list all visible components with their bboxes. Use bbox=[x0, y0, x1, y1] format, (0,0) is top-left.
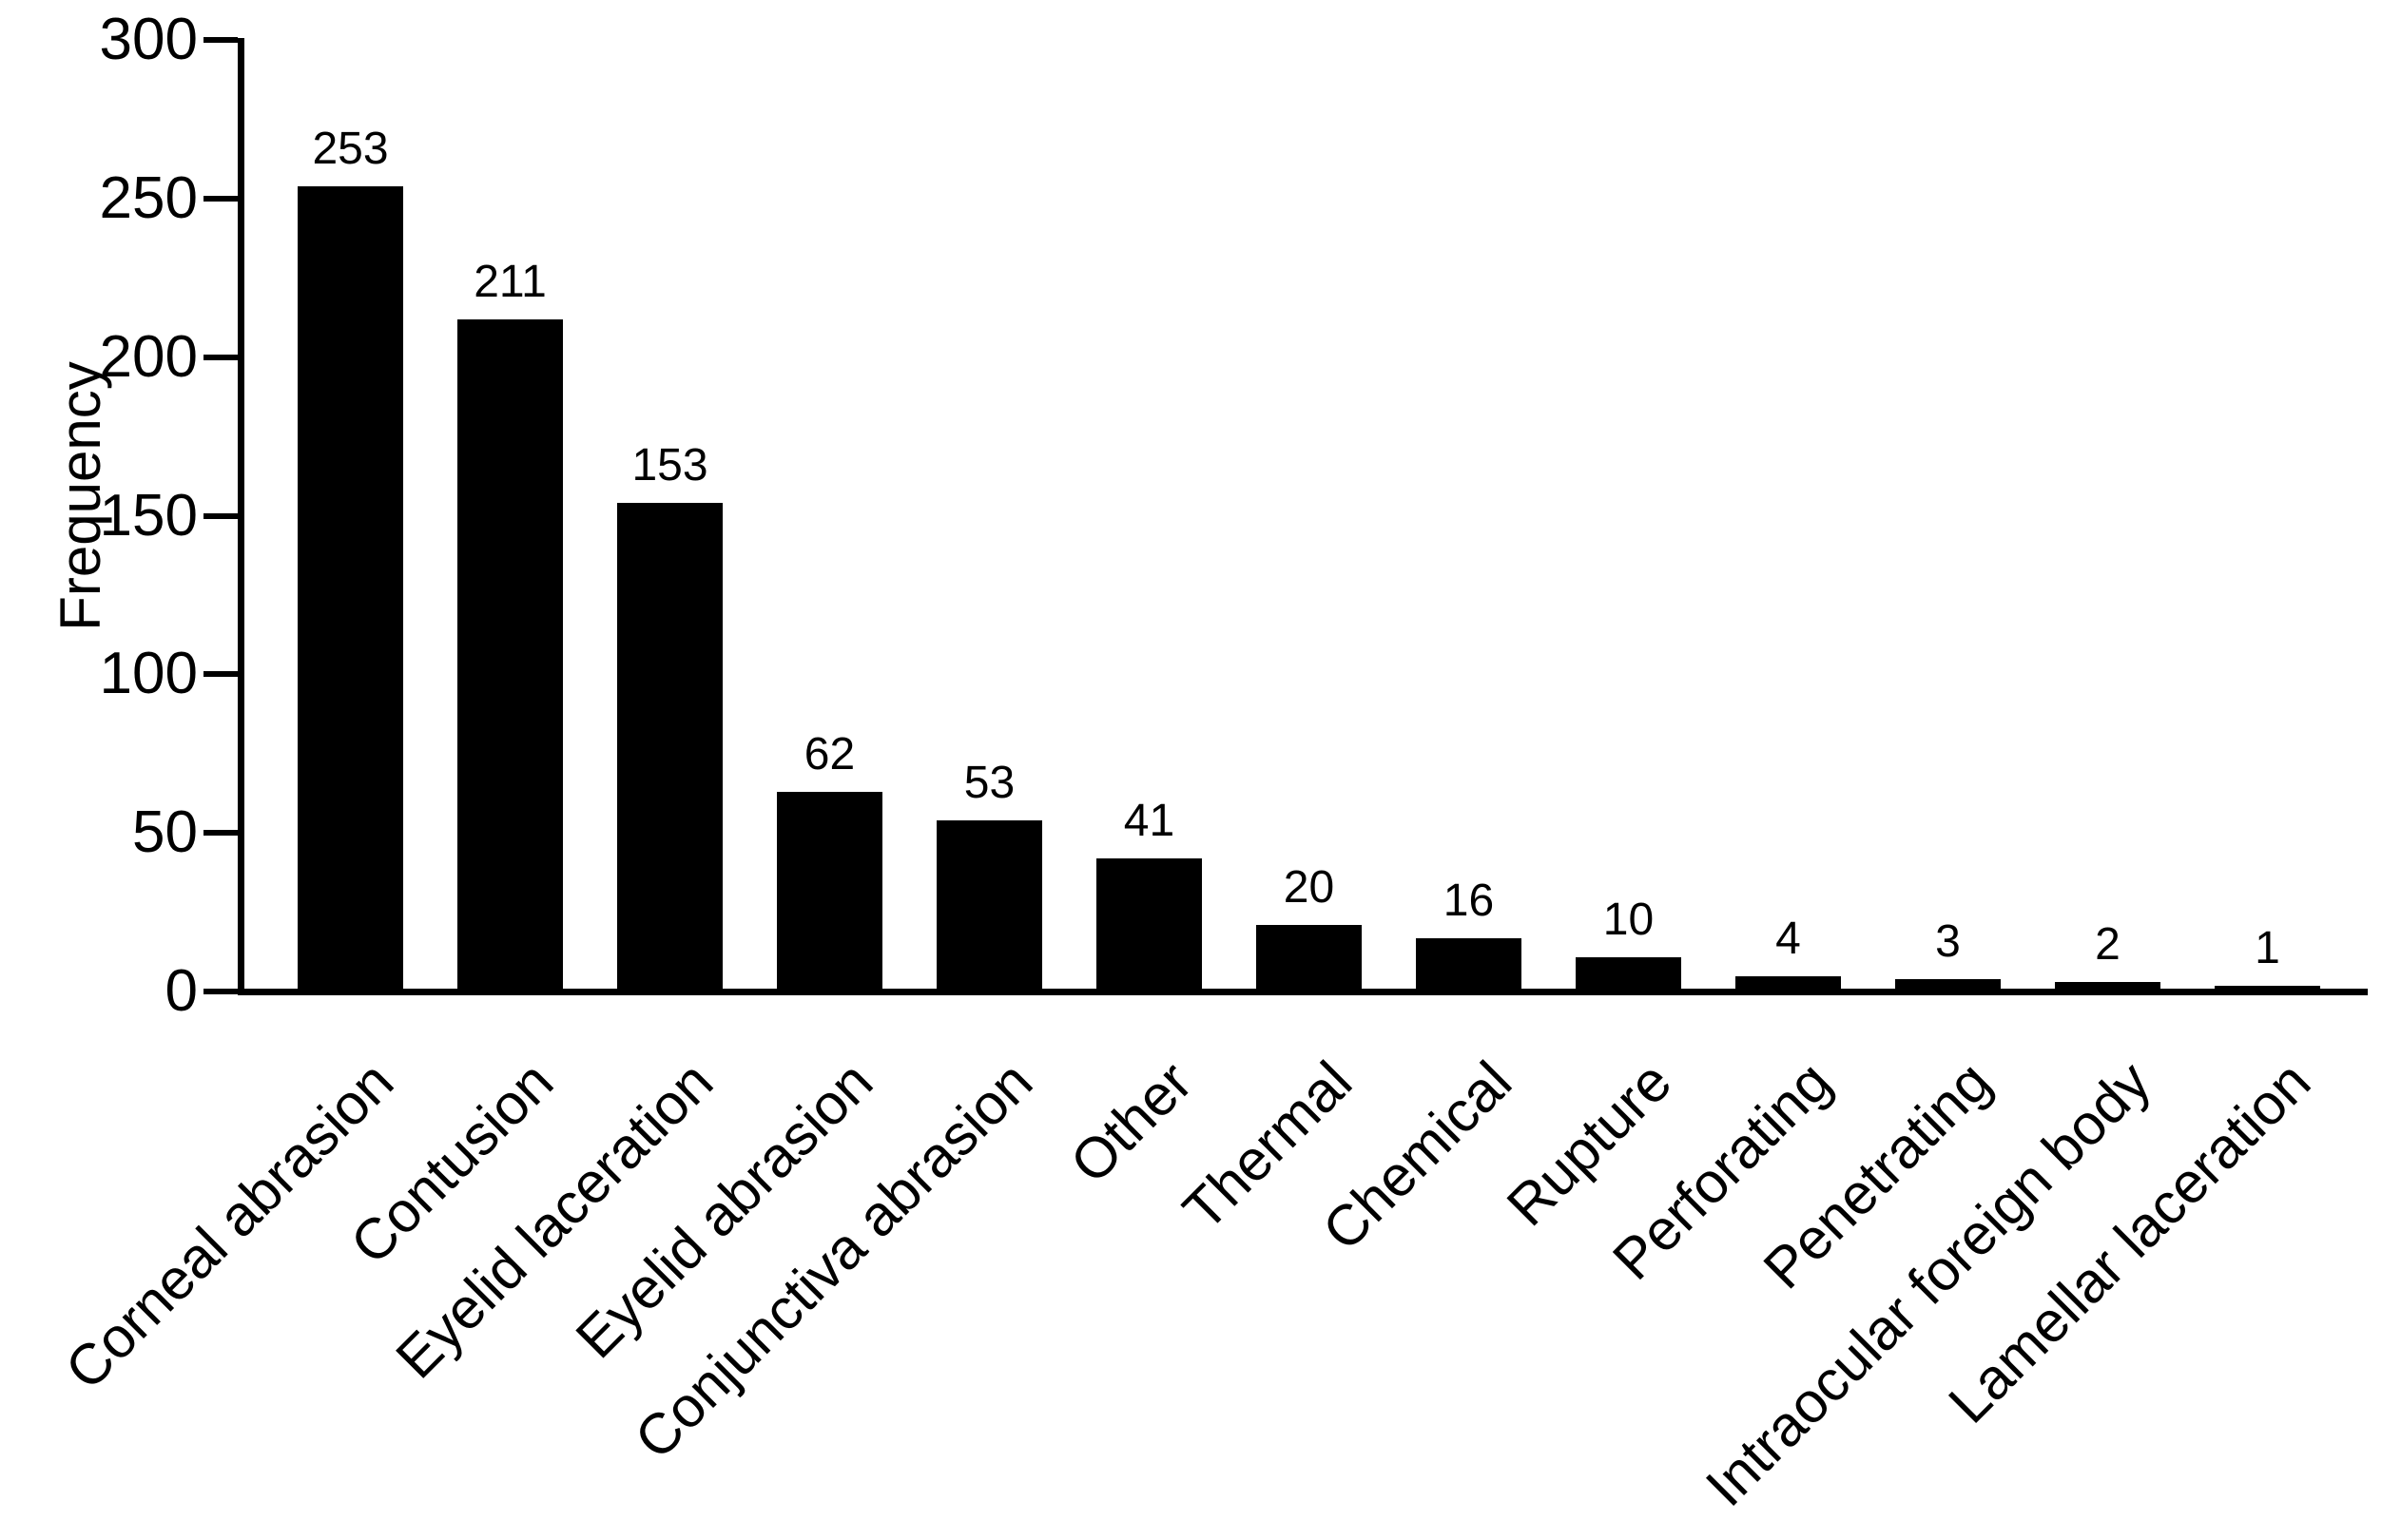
y-tick-label: 250 bbox=[99, 164, 198, 231]
bar-4 bbox=[777, 792, 882, 989]
bar-13 bbox=[2215, 986, 2320, 989]
bar-value-label: 10 bbox=[1602, 895, 1655, 945]
bar-value-label: 16 bbox=[1443, 876, 1495, 926]
bar-value-label: 2 bbox=[2095, 919, 2121, 970]
bar-value-label: 153 bbox=[631, 440, 708, 491]
bar-value-label: 1 bbox=[2255, 923, 2280, 973]
bar-10 bbox=[1735, 976, 1841, 989]
bar-3 bbox=[617, 503, 723, 989]
y-tick-label: 200 bbox=[99, 323, 198, 390]
bar-1 bbox=[298, 186, 403, 989]
y-tick-mark bbox=[203, 989, 238, 994]
y-tick-mark bbox=[203, 830, 238, 837]
x-axis-line bbox=[238, 989, 2368, 995]
y-tick-label: 100 bbox=[99, 641, 198, 707]
bar-9 bbox=[1576, 957, 1681, 989]
y-tick-mark bbox=[203, 354, 238, 360]
bar-6 bbox=[1096, 858, 1202, 989]
y-axis-line bbox=[238, 38, 244, 995]
bar-11 bbox=[1895, 979, 2001, 989]
y-tick-label: 0 bbox=[165, 958, 198, 1024]
y-tick-label: 300 bbox=[99, 7, 198, 72]
bar-value-label: 53 bbox=[963, 758, 1016, 808]
bar-value-label: 62 bbox=[804, 729, 856, 780]
bar-value-label: 20 bbox=[1283, 862, 1335, 913]
y-tick-label: 150 bbox=[99, 482, 198, 549]
y-tick-mark bbox=[203, 671, 238, 678]
y-tick-mark bbox=[203, 195, 238, 202]
bar-value-label: 253 bbox=[312, 124, 389, 174]
y-tick-label: 50 bbox=[132, 799, 198, 866]
bar-5 bbox=[937, 820, 1042, 989]
bar-value-label: 41 bbox=[1123, 796, 1175, 846]
bar-2 bbox=[457, 319, 563, 989]
bar-value-label: 211 bbox=[474, 257, 547, 307]
bar-value-label: 3 bbox=[1935, 916, 1961, 967]
y-tick-mark bbox=[203, 37, 238, 43]
bar-value-label: 4 bbox=[1775, 914, 1801, 964]
y-tick-mark bbox=[203, 512, 238, 519]
bar-12 bbox=[2055, 982, 2160, 989]
bar-7 bbox=[1256, 925, 1362, 989]
bar-8 bbox=[1416, 938, 1521, 989]
